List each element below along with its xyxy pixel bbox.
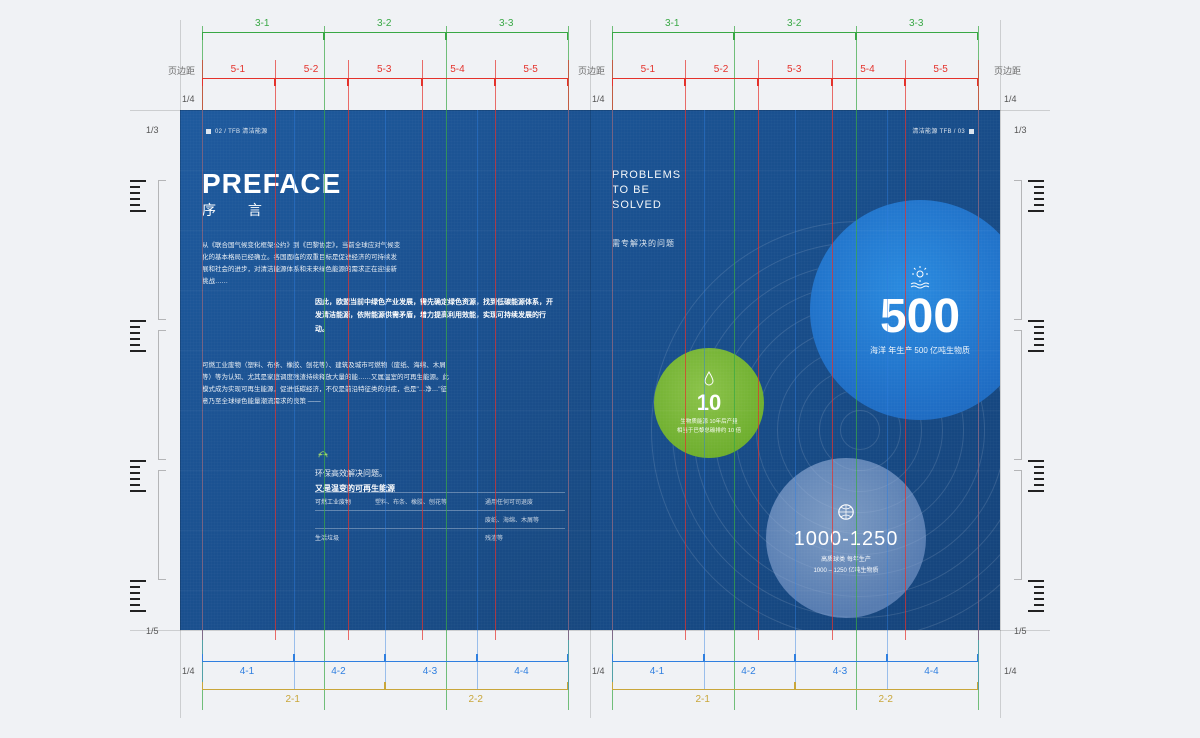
subtitle-zh: 需专解决的问题 — [612, 238, 675, 249]
body-paragraph: 可燃工业废物（塑料、布条、橡胶、刨花等）、建筑及城市可燃物（废纸、海绵、木屑等）… — [202, 360, 452, 408]
drop-icon — [701, 370, 717, 386]
lead-paragraph: 从《联合国气候变化框架公约》到《巴黎协定》，当前全球应对气候变化的基本格局已经确… — [202, 240, 402, 288]
mini-table: 可燃工业废物 塑料、布条、橡胶、刨花等 通用任何可司退废 废纸、海绵、木屑等 生… — [315, 492, 565, 546]
bubble-10: 10 生物质能源 10年后产量 相当于巴黎总碳排约 10 倍 — [654, 348, 764, 458]
running-head-right: 清洁能源 TFB / 03 — [912, 126, 978, 135]
highlight-paragraph: 因此，欧盟当前中绿色产业发展，需先确定绿色资源，找到低碳能源体系，开发清洁能源，… — [315, 296, 555, 336]
page-right: 清洁能源 TFB / 03 PROBLEMS TO BE SOLVED 需专解决… — [590, 110, 1000, 630]
tagline: 环保高效解决问题。 又是温变的可再生能源 — [315, 448, 395, 496]
bubble-500: 500 海洋 年生产 500 亿吨生物质 — [810, 200, 1000, 420]
spread: 02 / TFB 清洁能源 PREFACE 序 言 从《联合国气候变化框架公约》… — [180, 110, 1000, 630]
title-zh: 序 言 — [202, 200, 276, 220]
running-head-left: 02 / TFB 清洁能源 — [202, 126, 267, 135]
sun-sea-icon — [908, 265, 932, 289]
title-en: PREFACE — [202, 168, 341, 200]
subtitle-en: PROBLEMS TO BE SOLVED — [612, 168, 681, 213]
globe-icon — [834, 500, 858, 524]
page-left: 02 / TFB 清洁能源 PREFACE 序 言 从《联合国气候变化框架公约》… — [180, 110, 590, 630]
bubble-1000: 1000-1250 高质球类 每年生产 1000 – 1250 亿吨生物质 — [766, 458, 926, 618]
seedling-icon — [315, 448, 331, 460]
tfb-watermark: TFB — [180, 446, 188, 630]
